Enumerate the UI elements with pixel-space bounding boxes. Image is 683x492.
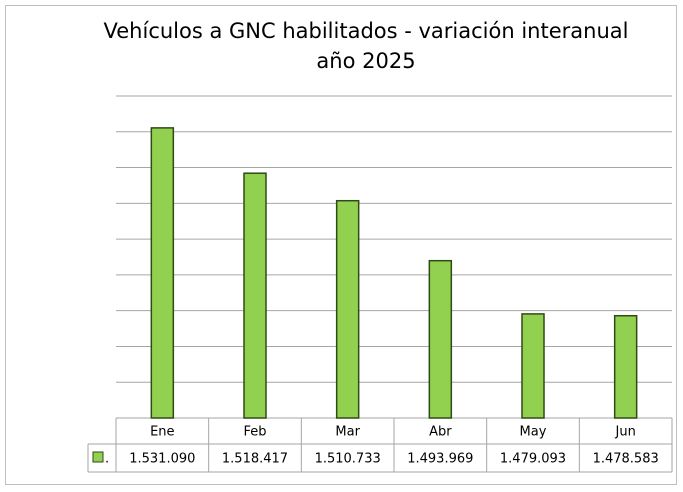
value-label: 1.478.583: [593, 452, 659, 467]
value-label: 1.479.093: [500, 452, 566, 467]
bar: [428, 259, 453, 419]
legend-key: [92, 451, 104, 463]
bar: [335, 199, 360, 419]
value-label: 1.518.417: [222, 452, 288, 467]
x-tick-label: Jun: [615, 425, 636, 440]
x-tick-label: Feb: [243, 425, 266, 440]
legend-label: .: [105, 452, 109, 467]
x-tick-label: Mar: [335, 425, 360, 440]
value-label: 1.531.090: [129, 452, 195, 467]
chart-title: Vehículos a GNC habilitados - variación …: [104, 19, 629, 43]
bar: [150, 127, 175, 419]
value-label: 1.493.969: [407, 452, 473, 467]
chart-subtitle: año 2025: [316, 49, 415, 73]
value-label: 1.510.733: [315, 452, 381, 467]
bar: [613, 314, 638, 419]
x-tick-label: May: [520, 425, 547, 440]
bar: [521, 313, 545, 419]
x-tick-label: Abr: [429, 425, 452, 440]
x-tick-label: Ene: [150, 425, 174, 440]
bar: [243, 172, 267, 419]
